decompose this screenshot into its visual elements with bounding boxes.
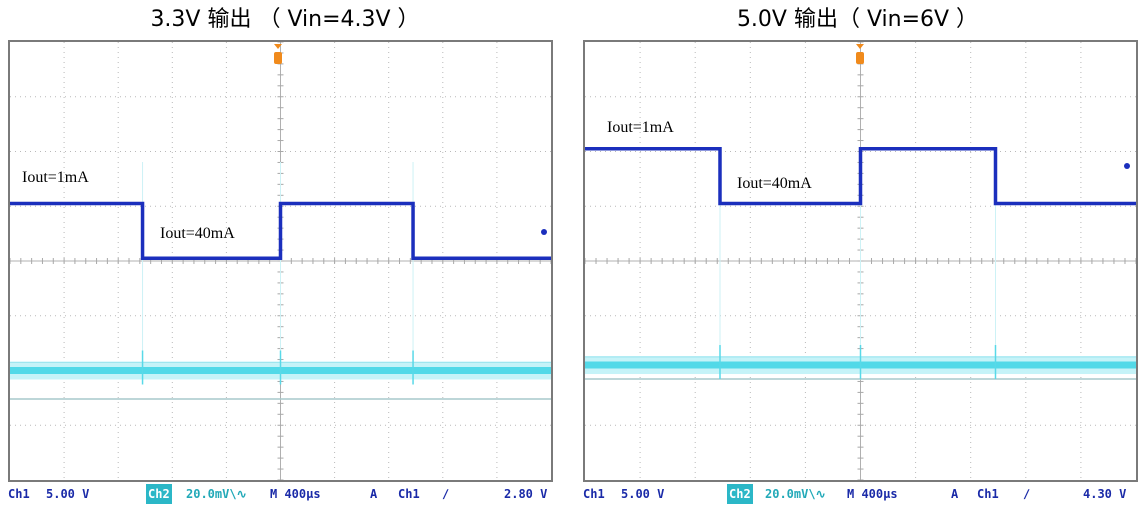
current-annotation: Iout=1mA — [607, 119, 674, 136]
trigger-box — [856, 52, 864, 64]
right-trigger-source: Ch1 — [977, 487, 999, 501]
right-oscilloscope-plot: Iout=1mA Iout=40mA — [583, 40, 1138, 482]
right-timebase: M 400µs — [847, 487, 898, 501]
ch1-trace — [585, 147, 1136, 206]
right-ch2-label: Ch2 — [727, 484, 753, 504]
right-plot-svg: Iout=1mA Iout=40mA — [585, 42, 1136, 480]
right-trigger-level: 4.30 V — [1083, 487, 1127, 501]
left-chart-title: 3.3V 输出 （ Vin=4.3V ） — [150, 7, 420, 32]
right-trigger-slope: ∕ — [1023, 487, 1031, 501]
right-ch1-label: Ch1 — [583, 487, 605, 501]
left-ch1-scale: 5.00 V — [46, 487, 90, 501]
left-ch2-label: Ch2 — [146, 484, 172, 504]
right-ch1-scale: 5.00 V — [621, 487, 665, 501]
right-status-bar: Ch1 5.00 V Ch2 20.0mV\∿ M 400µs A Ch1 ∕ … — [583, 484, 1143, 504]
left-trigger-level: 2.80 V — [504, 487, 548, 501]
left-trigger-slope: ∕ — [442, 487, 450, 501]
trigger-level-marker — [541, 229, 547, 235]
left-status-bar: Ch1 5.00 V Ch2 20.0mV\∿ M 400µs A Ch1 ∕ … — [8, 484, 568, 504]
left-ch1-label: Ch1 — [8, 487, 30, 501]
left-oscilloscope-plot: Iout=1mA Iout=40mA — [8, 40, 553, 482]
left-timebase: M 400µs — [270, 487, 321, 501]
right-trigger-mode: A — [951, 487, 959, 501]
trigger-position-marker — [274, 44, 282, 64]
left-plot-svg: Iout=1mA Iout=40mA — [10, 42, 551, 480]
left-ch2-scale: 20.0mV\∿ — [186, 487, 247, 501]
trigger-arrow — [856, 44, 864, 49]
current-annotation: Iout=40mA — [160, 225, 235, 242]
trigger-arrow — [274, 44, 282, 49]
left-trigger-source: Ch1 — [398, 487, 420, 501]
trigger-level-marker — [1124, 163, 1130, 169]
left-trigger-mode: A — [370, 487, 378, 501]
trigger-position-marker — [856, 44, 864, 64]
trigger-box — [274, 52, 282, 64]
current-annotation: Iout=1mA — [22, 169, 89, 186]
right-ch2-scale: 20.0mV\∿ — [765, 487, 826, 501]
right-chart-title: 5.0V 输出（ Vin=6V ） — [736, 7, 979, 32]
ch1-trace — [10, 201, 551, 261]
current-annotation: Iout=40mA — [737, 175, 812, 192]
